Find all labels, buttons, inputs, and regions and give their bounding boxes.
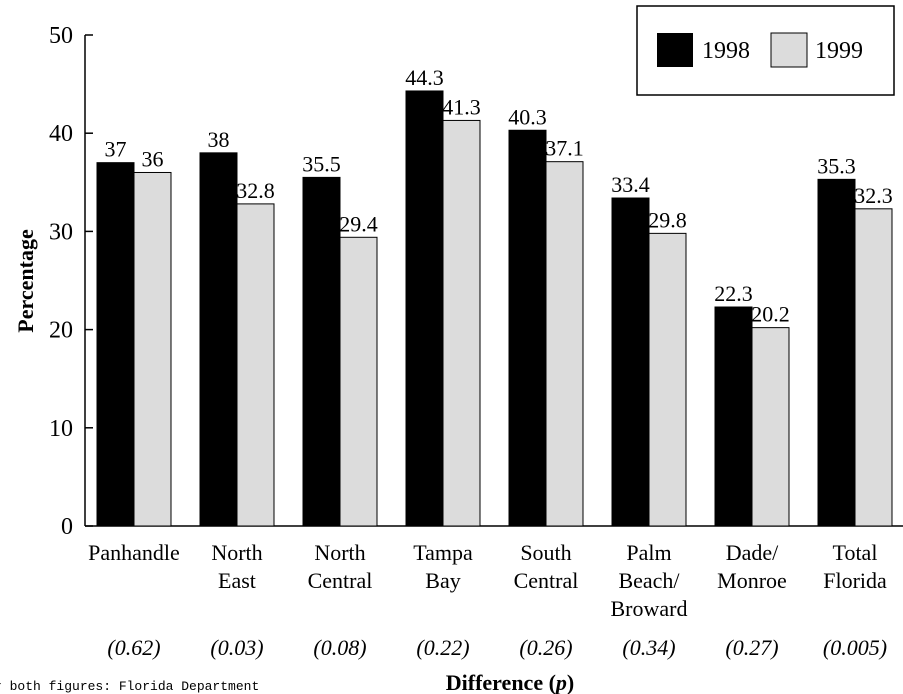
bar-1998 <box>302 176 341 527</box>
y-tick-label: 10 <box>49 416 73 442</box>
bar-labels: 37 36 38 32.8 35.5 29.4 44.3 41.3 40.3 37.1 33.4 29… <box>105 65 893 327</box>
bars <box>96 90 893 527</box>
legend-label-1999: 1999 <box>815 38 863 64</box>
category-label: North East <box>211 540 262 593</box>
bar-1999 <box>648 232 687 527</box>
legend: 1998 1999 <box>636 5 895 96</box>
bar-value-label: 22.3 <box>714 281 753 306</box>
bar-1999 <box>339 236 378 527</box>
p-value-label: (0.22) <box>416 635 469 660</box>
p-values: (0.62) (0.03) (0.08) (0.22) (0.26) (0.34) (0.2… <box>107 635 887 660</box>
p-value-label: (0.005) <box>823 635 887 660</box>
category-label-line: Dade/ <box>726 540 779 565</box>
category-label: Panhandle <box>88 540 180 565</box>
category-label: Total Florida <box>823 540 887 593</box>
bar-value-label: 32.3 <box>854 183 893 208</box>
bar-value-label: 33.4 <box>611 172 650 197</box>
footnote: r both figures: Florida Department <box>0 679 259 694</box>
bar-1998 <box>817 178 856 527</box>
category-label-line: Monroe <box>717 568 787 593</box>
bar-1998 <box>199 152 238 527</box>
bar-1999 <box>442 119 481 527</box>
p-value-label: (0.62) <box>107 635 160 660</box>
bar-value-label: 29.8 <box>648 207 687 232</box>
x-axis-label: Difference (p) <box>446 670 574 694</box>
p-value-label: (0.03) <box>210 635 263 660</box>
y-tick-label: 20 <box>49 318 73 344</box>
bar-value-label: 20.2 <box>751 302 790 327</box>
bar-value-label: 41.3 <box>442 94 481 119</box>
x-axis-label-close: ) <box>567 670 574 694</box>
bar-value-label: 35.3 <box>817 153 856 178</box>
bar-value-label: 38 <box>208 127 230 152</box>
bar-value-label: 29.4 <box>339 211 378 236</box>
bar-1999 <box>236 203 275 527</box>
bar-value-label: 32.8 <box>236 178 275 203</box>
category-label-line: North <box>211 540 262 565</box>
legend-swatch-1998 <box>657 33 693 67</box>
category-label: North Central <box>308 540 373 593</box>
p-value-label: (0.34) <box>622 635 675 660</box>
category-label-line: Beach/ <box>618 568 680 593</box>
y-tick-label: 40 <box>49 121 73 147</box>
bar-1998 <box>96 162 135 527</box>
p-value-label: (0.26) <box>519 635 572 660</box>
y-tick-label: 50 <box>49 23 73 49</box>
category-label: Tampa Bay <box>413 540 473 593</box>
category-label-line: Bay <box>425 568 460 593</box>
y-tick-label: 30 <box>49 219 73 245</box>
category-label-line: Broward <box>611 596 688 621</box>
category-label-line: Total <box>833 540 878 565</box>
category-labels: Panhandle North East North Central Tampa Bay So… <box>88 540 887 621</box>
category-label-line: Florida <box>823 568 887 593</box>
bar-value-label: 44.3 <box>405 65 444 90</box>
category-label: South Central <box>514 540 579 593</box>
bar-1998 <box>405 90 444 527</box>
legend-swatch-1999 <box>770 32 808 68</box>
category-label-line: East <box>218 568 256 593</box>
category-label-line: Central <box>308 568 373 593</box>
bar-1998 <box>714 306 753 527</box>
legend-label-1998: 1998 <box>702 38 750 64</box>
bar-1999 <box>133 171 172 527</box>
category-label-line: Tampa <box>413 540 473 565</box>
category-label-line: Palm <box>626 540 671 565</box>
category-label: Dade/Monroe <box>717 540 787 593</box>
category-label-line: Panhandle <box>88 540 180 565</box>
p-value-label: (0.27) <box>725 635 778 660</box>
bar-value-label: 37.1 <box>545 136 584 161</box>
bar-value-label: 37 <box>105 137 127 162</box>
bar-1999 <box>751 327 790 527</box>
bar-1998 <box>611 197 650 527</box>
bar-1998 <box>508 129 547 527</box>
y-tick-label: 0 <box>61 514 73 540</box>
x-axis-label-italic: p <box>554 670 567 694</box>
category-label: Palm Beach/Broward <box>611 540 688 621</box>
category-label-line: North <box>314 540 365 565</box>
category-label-line: South <box>520 540 571 565</box>
bar-value-label: 35.5 <box>302 151 341 176</box>
bar-1999 <box>854 208 893 527</box>
y-axis-label: Percentage <box>13 229 38 333</box>
category-label-line: Central <box>514 568 579 593</box>
y-ticks: 0 10 20 30 40 50 <box>49 23 93 540</box>
x-axis-label-main: Difference ( <box>446 670 556 694</box>
bar-value-label: 36 <box>142 146 164 171</box>
bar-value-label: 40.3 <box>508 104 547 129</box>
bar-1999 <box>545 161 584 527</box>
p-value-label: (0.08) <box>313 635 366 660</box>
